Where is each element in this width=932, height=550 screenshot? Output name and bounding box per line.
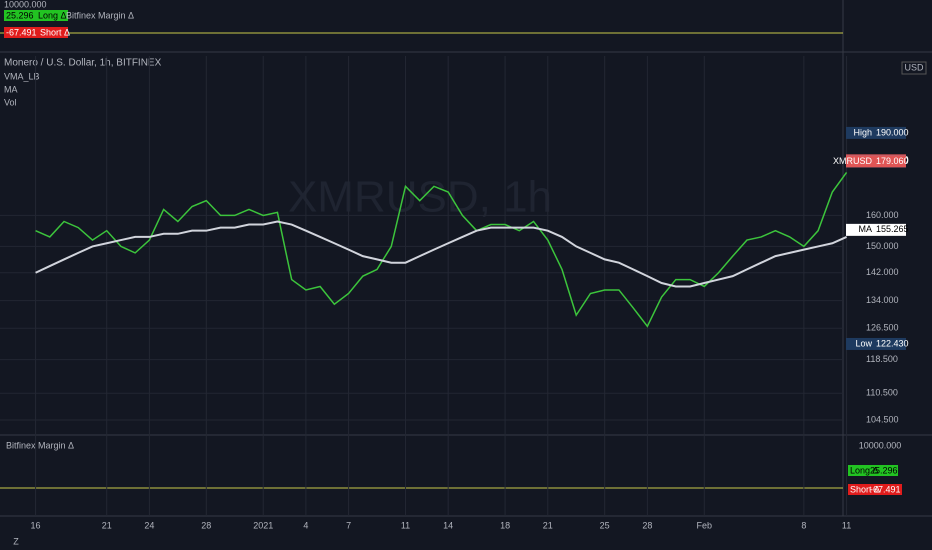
short-name: Short Δ (850, 484, 880, 494)
long-name: Long Δ (38, 10, 67, 20)
price-label-value: 155.265 (876, 224, 909, 234)
short-badge (4, 27, 68, 38)
x-tick-label: 28 (642, 520, 652, 530)
price-label (846, 155, 906, 168)
y-tick-label: 110.500 (866, 388, 898, 398)
series-line (35, 171, 848, 328)
price-label (846, 223, 906, 236)
x-tick-label: Feb (697, 520, 713, 530)
x-tick-label: 25 (600, 520, 610, 530)
currency-label[interactable]: USD (904, 62, 924, 72)
chart-title: Monero / U.S. Dollar, 1h, BITFINEX (4, 58, 162, 69)
price-label (846, 126, 906, 139)
pane-title: Bitfinex Margin Δ (66, 10, 134, 20)
x-tick-label: 21 (102, 520, 112, 530)
long-badge (4, 10, 68, 21)
price-label-name: Low (855, 338, 872, 348)
x-tick-label: 4 (303, 520, 308, 530)
x-tick-label: 2021 (253, 520, 273, 530)
y-tick-label: 142.000 (866, 267, 899, 277)
price-label-value: 179.060 (876, 156, 909, 166)
long-badge (848, 465, 898, 476)
x-tick-label: 21 (543, 520, 553, 530)
x-tick-label: 11 (842, 520, 851, 530)
x-tick-label: 8 (801, 520, 806, 530)
indicator-label: MA (4, 84, 18, 94)
x-tick-label: 18 (500, 520, 510, 530)
y-tick-label: 150.000 (866, 241, 899, 251)
price-label-name: MA (859, 224, 873, 234)
x-tick-label: 7 (346, 520, 351, 530)
short-name: Short Δ (40, 27, 70, 37)
pane-title: Bitfinex Margin Δ (6, 440, 74, 450)
x-tick-label: 16 (31, 520, 41, 530)
price-label-value: 190.000 (876, 127, 909, 137)
y-tick-label: 160.000 (866, 210, 899, 220)
y-tick-label: 118.500 (866, 354, 898, 364)
price-label-name: High (853, 127, 872, 137)
price-label (846, 337, 906, 350)
x-tick-label: 11 (401, 520, 410, 530)
y-tick-label: 10000.000 (859, 440, 902, 450)
long-value: 25.296 (870, 465, 898, 475)
x-tick-label: 28 (201, 520, 211, 530)
x-tick-label: 24 (144, 520, 154, 530)
short-badge (848, 484, 902, 495)
y-tick-label: 10000.000 (4, 0, 47, 9)
long-value: 25.296 (6, 10, 34, 20)
x-tick-label: 14 (443, 520, 453, 530)
y-tick-label: 126.500 (866, 323, 899, 333)
y-tick-label: 134.000 (866, 295, 899, 305)
short-value: -67.491 (870, 484, 901, 494)
indicator-label: VMA_LB (4, 71, 40, 81)
long-name: Long Δ (850, 465, 879, 475)
price-label-name: XMRUSD (833, 156, 873, 166)
price-label-value: 122.430 (876, 338, 909, 348)
indicator-label: Vol (4, 97, 17, 107)
currency-button[interactable] (901, 61, 927, 75)
toolbar-button[interactable]: Z (13, 536, 19, 546)
y-tick-label: 104.500 (866, 414, 899, 424)
short-value: -67.491 (6, 27, 37, 37)
series-line (35, 220, 847, 288)
watermark: XMRUSD, 1h (288, 173, 552, 222)
